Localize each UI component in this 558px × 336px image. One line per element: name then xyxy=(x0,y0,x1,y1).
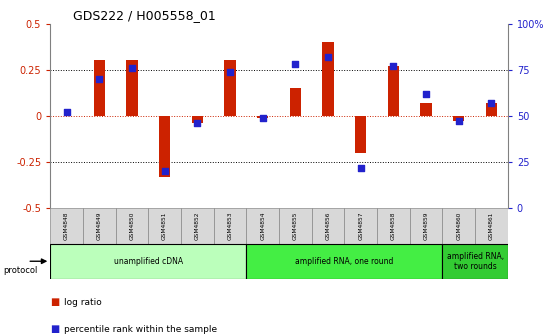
Text: GSM4857: GSM4857 xyxy=(358,212,363,240)
Bar xyxy=(290,88,301,116)
Point xyxy=(95,76,104,82)
Text: GSM4858: GSM4858 xyxy=(391,212,396,240)
Bar xyxy=(126,60,138,116)
Text: amplified RNA, one round: amplified RNA, one round xyxy=(295,257,393,266)
Bar xyxy=(323,42,334,116)
Point xyxy=(160,169,169,174)
Text: GSM4849: GSM4849 xyxy=(97,212,102,240)
Bar xyxy=(453,116,464,122)
Point xyxy=(193,121,202,126)
Bar xyxy=(475,208,508,244)
Bar xyxy=(377,208,410,244)
Text: GDS222 / H005558_01: GDS222 / H005558_01 xyxy=(73,9,216,23)
Point xyxy=(356,165,365,170)
Text: GSM4856: GSM4856 xyxy=(325,212,330,240)
Bar xyxy=(214,208,246,244)
Bar xyxy=(159,116,170,177)
Text: GSM4851: GSM4851 xyxy=(162,212,167,240)
Text: GSM4861: GSM4861 xyxy=(489,212,494,240)
Text: log ratio: log ratio xyxy=(64,298,102,307)
Point xyxy=(225,69,234,74)
Bar xyxy=(344,208,377,244)
Text: GSM4859: GSM4859 xyxy=(424,212,429,240)
Point xyxy=(62,110,71,115)
Bar xyxy=(83,208,116,244)
Text: ■: ■ xyxy=(50,324,60,334)
Text: GSM4855: GSM4855 xyxy=(293,212,298,240)
Point xyxy=(389,63,398,69)
Bar xyxy=(246,208,279,244)
Bar xyxy=(181,208,214,244)
Point xyxy=(291,61,300,67)
Point xyxy=(127,65,136,71)
Bar xyxy=(50,244,246,279)
Text: protocol: protocol xyxy=(3,265,37,275)
Point xyxy=(258,115,267,121)
Bar xyxy=(485,103,497,116)
Text: GSM4853: GSM4853 xyxy=(228,212,233,240)
Text: GSM4850: GSM4850 xyxy=(129,212,134,240)
Bar xyxy=(410,208,442,244)
Text: amplified RNA,
two rounds: amplified RNA, two rounds xyxy=(446,252,504,271)
Bar xyxy=(420,103,432,116)
Point xyxy=(324,54,333,59)
Text: ■: ■ xyxy=(50,297,60,307)
Point xyxy=(487,100,496,106)
Text: GSM4860: GSM4860 xyxy=(456,212,461,240)
Bar xyxy=(191,116,203,123)
Text: unamplified cDNA: unamplified cDNA xyxy=(114,257,183,266)
Bar xyxy=(246,244,442,279)
Bar xyxy=(148,208,181,244)
Text: percentile rank within the sample: percentile rank within the sample xyxy=(64,325,217,334)
Bar xyxy=(50,208,83,244)
Bar xyxy=(224,60,235,116)
Bar xyxy=(116,208,148,244)
Text: GSM4848: GSM4848 xyxy=(64,212,69,240)
Text: GSM4852: GSM4852 xyxy=(195,212,200,240)
Bar xyxy=(388,66,399,116)
Bar xyxy=(442,244,508,279)
Text: GSM4854: GSM4854 xyxy=(260,212,265,240)
Bar xyxy=(442,208,475,244)
Bar xyxy=(279,208,312,244)
Point xyxy=(422,91,431,96)
Bar xyxy=(257,116,268,118)
Bar xyxy=(94,60,105,116)
Bar xyxy=(355,116,367,153)
Bar xyxy=(312,208,344,244)
Point xyxy=(454,119,463,124)
